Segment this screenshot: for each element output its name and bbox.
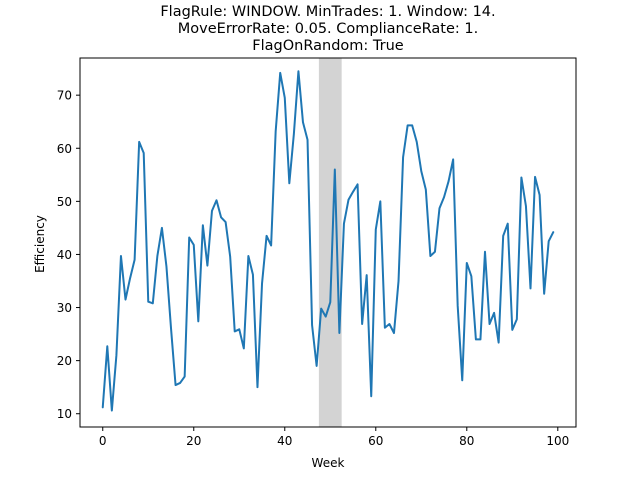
y-tick-label: 60 bbox=[57, 142, 72, 156]
x-tick-label: 80 bbox=[459, 434, 474, 448]
y-tick-label: 30 bbox=[57, 301, 72, 315]
x-tick-label: 20 bbox=[186, 434, 201, 448]
y-tick-label: 40 bbox=[57, 248, 72, 262]
chart-title-line-2: MoveErrorRate: 0.05. ComplianceRate: 1. bbox=[178, 21, 478, 37]
plot-frame bbox=[79, 57, 577, 428]
x-tick-label: 40 bbox=[277, 434, 292, 448]
y-tick-label: 50 bbox=[57, 195, 72, 209]
chart-title-line-1: FlagRule: WINDOW. MinTrades: 1. Window: … bbox=[160, 4, 495, 20]
x-tick-label: 0 bbox=[99, 434, 107, 448]
y-tick-label: 70 bbox=[57, 89, 72, 103]
plot-area: 0 20 40 60 80 100 10 20 30 40 50 60 70 bbox=[57, 57, 577, 448]
y-tick-label: 10 bbox=[57, 407, 72, 421]
efficiency-line bbox=[101, 70, 555, 412]
chart-title-line-3: FlagOnRandom: True bbox=[252, 38, 403, 54]
x-tick-label: 100 bbox=[546, 434, 569, 448]
shaded-region bbox=[318, 58, 342, 427]
y-axis-label: Efficiency bbox=[33, 215, 47, 273]
x-tick-label: 60 bbox=[368, 434, 383, 448]
y-tick-label: 20 bbox=[57, 354, 72, 368]
x-axis-label: Week bbox=[312, 456, 345, 470]
